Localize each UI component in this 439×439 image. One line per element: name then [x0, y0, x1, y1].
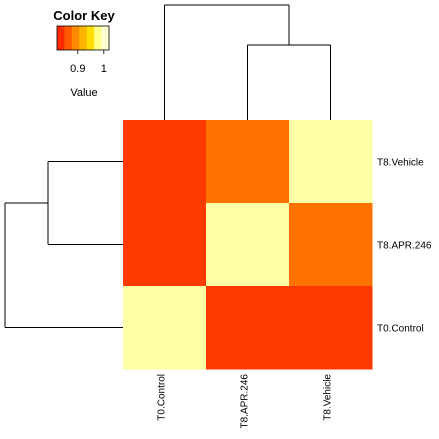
heatmap-cell: [206, 203, 290, 287]
heatmap-cell: [123, 286, 207, 370]
row-label: T0.Control: [377, 324, 424, 335]
column-label: T0.Control: [157, 374, 168, 421]
heatmap-cell: [289, 286, 373, 370]
heatmap-cell: [289, 120, 373, 204]
color-key-swatch: [94, 26, 103, 50]
color-key-swatch: [71, 26, 80, 50]
color-key-tick-label: 1: [101, 63, 107, 75]
heatmap-cell: [123, 203, 207, 287]
color-key-swatch: [101, 26, 110, 50]
column-dendrogram: [164, 4, 331, 120]
color-key-tick-label: 0.9: [70, 63, 85, 75]
color-key-ticks: 0.9 1: [70, 50, 107, 75]
row-dendrogram: [4, 161, 123, 328]
column-label: T8.Vehicle: [323, 374, 334, 421]
color-key-bar: [56, 25, 110, 51]
color-key-swatch: [64, 26, 73, 50]
column-labels: T0.Control T8.APR.246 T8.Vehicle: [157, 374, 334, 429]
color-key-title: Color Key: [53, 8, 115, 23]
color-key-swatch: [86, 26, 95, 50]
color-key: Color Key 0.9 1 Value: [53, 8, 115, 99]
row-label: T8.Vehicle: [377, 158, 424, 169]
column-label: T8.APR.246: [240, 374, 251, 429]
color-key-swatch: [79, 26, 88, 50]
heatmap-cell: [289, 203, 373, 287]
heatmap-cell: [123, 120, 207, 204]
row-labels: T8.Vehicle T8.APR.246 T0.Control: [377, 158, 432, 335]
heatmap-cell: [206, 120, 290, 204]
color-key-value-label: Value: [70, 87, 97, 99]
heatmap-cell: [206, 286, 290, 370]
row-label: T8.APR.246: [377, 241, 432, 252]
color-key-border: [56, 25, 110, 51]
heatmap-cells: [123, 120, 373, 370]
color-key-swatch: [57, 26, 65, 50]
